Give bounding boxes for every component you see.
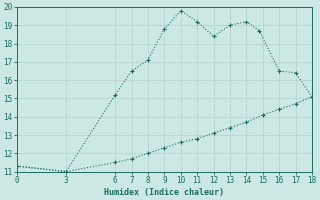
X-axis label: Humidex (Indice chaleur): Humidex (Indice chaleur) xyxy=(104,188,224,197)
